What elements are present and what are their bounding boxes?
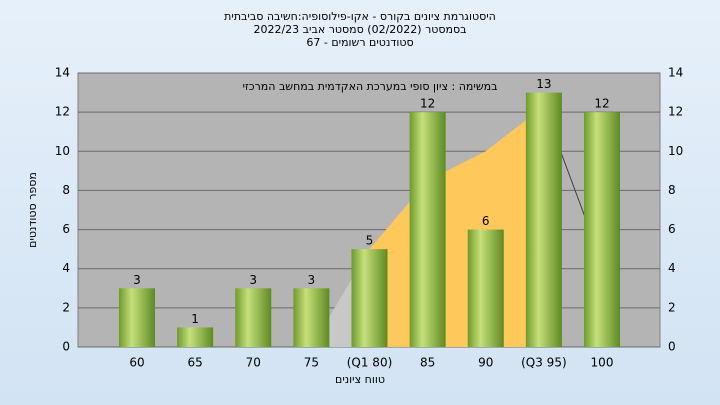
y2-tick-label: 8 (668, 183, 676, 197)
bar (351, 249, 388, 347)
x-tick-label: 75 (304, 356, 319, 370)
y-tick-label: 0 (62, 340, 70, 354)
bar (119, 288, 155, 347)
value-label: 12 (594, 97, 609, 111)
y-tick-label: 2 (62, 300, 70, 314)
bar (177, 327, 214, 347)
x-tick-label: 100 (591, 356, 614, 370)
title-line: סטודנטים רשומים - 67 (306, 36, 413, 49)
y-tick-label: 10 (55, 144, 70, 158)
value-label: 12 (420, 97, 435, 111)
annotation: במשימה : ציון סופי במערכת האקדמית במחשב … (243, 80, 498, 93)
y2-tick-label: 4 (668, 261, 676, 275)
bar (467, 229, 504, 347)
x-tick-label: 70 (246, 356, 261, 370)
value-label: 3 (249, 273, 257, 287)
bar (584, 112, 620, 348)
bar (293, 288, 330, 347)
title-line: היסטוגרמת ציונים בקורס - אקו-פילוסופיה:ח… (224, 10, 496, 23)
y2-tick-label: 0 (668, 340, 676, 354)
y2-tick-label: 10 (668, 144, 683, 158)
value-label: 3 (133, 273, 141, 287)
y-axis-label: מספר סטודנטים (26, 172, 39, 248)
x-tick-label: 65 (187, 356, 202, 370)
value-label: 1 (191, 312, 199, 326)
y-tick-label: 14 (55, 66, 70, 80)
y-tick-label: 8 (62, 183, 70, 197)
x-tick-label: 60 (129, 356, 144, 370)
y-tick-label: 6 (62, 222, 70, 236)
x-tick-label: 90 (478, 356, 493, 370)
y2-tick-label: 6 (668, 222, 676, 236)
x-tick-label: (Q1 80) (347, 356, 393, 370)
y-tick-label: 12 (55, 105, 70, 119)
bar (525, 92, 562, 347)
bar (235, 288, 272, 347)
value-label: 13 (536, 77, 551, 91)
bar (409, 112, 446, 348)
y2-tick-label: 2 (668, 300, 676, 314)
y2-tick-label: 12 (668, 105, 683, 119)
x-axis-label: טווח ציונים (335, 373, 385, 386)
x-tick-label: 85 (420, 356, 435, 370)
value-label: 6 (482, 214, 490, 228)
y2-tick-label: 14 (668, 66, 683, 80)
y-tick-label: 4 (62, 261, 70, 275)
title-line: בסמסטר (02/2022) סמסטר אביב 2022/23 (253, 23, 466, 36)
value-label: 3 (308, 273, 316, 287)
value-label: 5 (366, 234, 374, 248)
x-tick-label: (Q3 95) (521, 356, 567, 370)
